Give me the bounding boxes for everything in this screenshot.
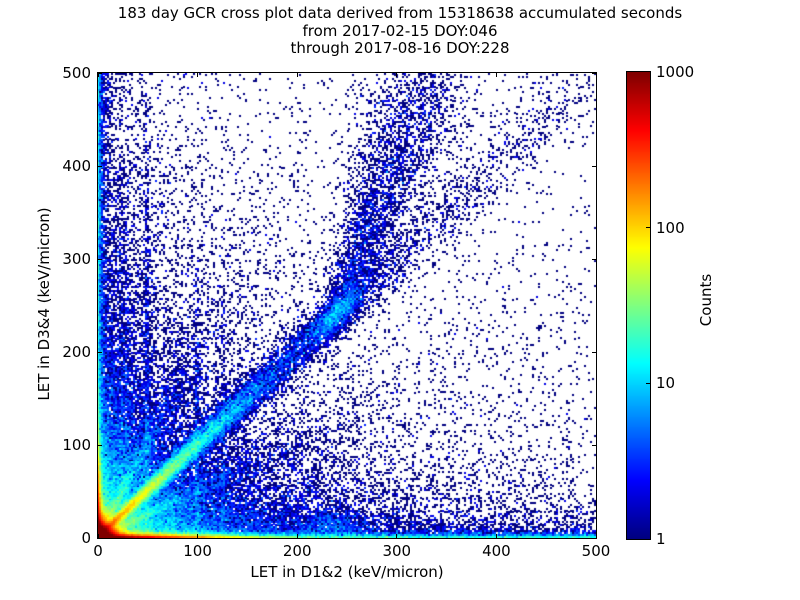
colorbar-tick-label: 100 [656, 218, 685, 237]
colorbar-tick-mark [646, 382, 650, 384]
y-tick-mark [98, 258, 102, 260]
y-tick-mark-right [592, 351, 596, 353]
x-tick-mark [197, 534, 199, 538]
colorbar-label: Counts [697, 273, 715, 327]
colorbar-tick-label: 10 [656, 374, 676, 393]
x-tick-mark-top [97, 73, 99, 77]
y-tick-mark [98, 537, 102, 539]
y-tick-label: 200 [62, 343, 91, 361]
x-tick-mark [97, 534, 99, 538]
y-tick-mark [98, 165, 102, 167]
y-tick-label: 0 [81, 529, 91, 547]
title-line-2: from 2017-02-15 DOY:046 [302, 21, 498, 40]
y-tick-mark [98, 72, 102, 74]
x-tick-mark-top [595, 73, 597, 77]
x-axis-label: LET in D1&2 (keV/micron) [250, 563, 444, 581]
x-tick-mark [296, 534, 298, 538]
y-tick-label: 400 [62, 157, 91, 175]
y-tick-mark-right [592, 72, 596, 74]
x-tick-label: 500 [581, 542, 611, 560]
y-tick-mark-right [592, 258, 596, 260]
colorbar [626, 71, 651, 540]
x-tick-mark-top [296, 73, 298, 77]
y-tick-mark-right [592, 165, 596, 167]
y-tick-label: 500 [62, 64, 91, 82]
x-tick-label: 200 [282, 542, 312, 560]
y-tick-mark-right [592, 537, 596, 539]
y-axis-label: LET in D3&4 (keV/micron) [35, 207, 53, 401]
y-tick-label: 100 [62, 436, 91, 454]
scatter-canvas [98, 73, 596, 538]
colorbar-tick-label: 1 [656, 530, 666, 548]
colorbar-tick-label: 1000 [656, 63, 695, 81]
x-tick-mark-top [197, 73, 199, 77]
y-tick-label: 300 [62, 250, 91, 268]
title-line-3: through 2017-08-16 DOY:228 [290, 39, 510, 57]
x-tick-mark [595, 534, 597, 538]
x-tick-label: 0 [93, 542, 103, 560]
x-tick-mark [396, 534, 398, 538]
colorbar-gradient-canvas [627, 72, 650, 539]
x-tick-label: 300 [382, 542, 412, 560]
title-line-1: 183 day GCR cross plot data derived from… [117, 4, 683, 22]
x-tick-mark-top [495, 73, 497, 77]
x-tick-mark-top [396, 73, 398, 77]
chart-title: 183 day GCR cross plot data derived from… [0, 4, 800, 58]
y-tick-mark [98, 444, 102, 446]
y-tick-mark [98, 351, 102, 353]
x-tick-label: 400 [482, 542, 511, 560]
colorbar-tick-mark [646, 227, 650, 229]
x-tick-label: 100 [183, 542, 212, 560]
plot-area [97, 72, 597, 539]
y-tick-mark-right [592, 444, 596, 446]
x-tick-mark [495, 534, 497, 538]
